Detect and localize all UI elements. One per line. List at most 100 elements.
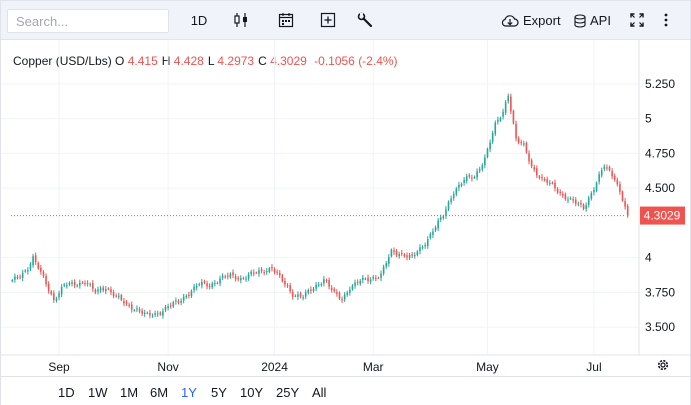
candle-body [546, 179, 549, 183]
candle-body [538, 176, 541, 179]
candle-body [497, 119, 499, 122]
fullscreen-icon[interactable] [630, 13, 644, 35]
candle-body [315, 284, 317, 289]
gear-icon[interactable] [656, 358, 670, 372]
candle-body [533, 167, 536, 170]
candle-body [613, 175, 616, 180]
candle-body [567, 199, 569, 201]
candle-body [364, 278, 367, 280]
candle-body [400, 253, 403, 255]
top-toolbar: 1D [1, 1, 690, 40]
candle-body [299, 293, 302, 297]
candle-body [582, 204, 585, 209]
time-tick-label: Nov [157, 360, 178, 374]
price-chart[interactable]: 5.250 5 4.750 4.500 4 3.750 3.500 Sep Nov 2024 Ma… [1, 40, 690, 376]
range-button-6m[interactable]: 6M [150, 385, 169, 400]
candle-body [375, 277, 377, 279]
candle-body [439, 217, 442, 220]
candle-body [421, 246, 424, 248]
candle-body [164, 306, 167, 311]
price-tick-label: 3.750 [645, 285, 675, 299]
candle-body [151, 315, 154, 317]
candle-body [37, 262, 40, 269]
candle-body [445, 209, 447, 216]
cloud-download-icon [501, 15, 519, 27]
price-tick-label: 4 [645, 251, 652, 265]
candle-body [577, 203, 580, 205]
candle-body [616, 179, 619, 185]
candle-body [606, 167, 608, 169]
candle-body [110, 289, 112, 293]
candle-body [216, 282, 219, 284]
search-input[interactable] [7, 9, 169, 33]
candle-body [294, 295, 297, 297]
candle-body [489, 142, 491, 150]
candle-body [32, 256, 34, 266]
candle-body [84, 283, 86, 285]
candle-body [276, 271, 278, 273]
candlestick-icon[interactable] [233, 12, 249, 34]
candle-body [593, 190, 595, 193]
candle-body [66, 285, 68, 287]
range-button-all[interactable]: All [312, 385, 327, 400]
candle-body [125, 302, 128, 304]
candle-body [71, 282, 73, 284]
price-tick-label: 4.750 [645, 146, 675, 160]
candle-body [60, 286, 63, 295]
candle-body [362, 277, 364, 280]
more-vertical-icon[interactable] [661, 13, 671, 35]
candle-body [55, 298, 58, 301]
candle-body [21, 272, 24, 279]
candle-body [104, 289, 107, 292]
candle-body [624, 201, 626, 207]
candle-body [525, 142, 528, 153]
candle-body [590, 193, 593, 199]
candle-body [53, 293, 55, 300]
candle-body [172, 302, 175, 307]
add-indicator-icon[interactable] [320, 12, 336, 34]
candle-body [193, 286, 195, 291]
candle-body [626, 205, 629, 216]
candle-body [107, 288, 110, 290]
candle-body [468, 175, 471, 177]
candle-body [97, 289, 99, 292]
candle-body [476, 171, 478, 178]
candle-body [14, 276, 16, 280]
range-button-10y[interactable]: 10Y [240, 385, 264, 400]
candle-body [86, 282, 89, 285]
candle-body [343, 294, 346, 300]
time-axis: Sep Nov 2024 Mar May Jul [48, 360, 601, 374]
range-button-5y[interactable]: 5Y [211, 385, 227, 400]
candle-body [416, 251, 419, 255]
range-button-1m[interactable]: 1M [120, 385, 139, 400]
candle-body [382, 266, 385, 274]
candle-body [252, 272, 255, 274]
interval-button[interactable]: 1D [190, 13, 208, 28]
legend-high-value: 4.428 [173, 54, 204, 68]
candle-body [424, 245, 426, 247]
range-button-1w[interactable]: 1W [88, 385, 108, 400]
candle-body [120, 295, 123, 301]
time-tick-label: Jul [586, 360, 601, 374]
candle-body [45, 275, 47, 285]
candle-body [452, 193, 455, 199]
export-button[interactable]: Export [501, 10, 561, 32]
candle-body [323, 279, 325, 284]
candle-body [239, 278, 242, 281]
candle-body [263, 272, 265, 274]
candle-body [403, 254, 406, 257]
candle-body [598, 174, 600, 182]
range-button-25y[interactable]: 25Y [276, 385, 300, 400]
candle-body [580, 203, 582, 205]
candle-body [377, 277, 380, 279]
wrench-icon[interactable] [357, 12, 373, 34]
api-button[interactable]: API [574, 10, 614, 32]
candle-body [541, 177, 543, 179]
candle-body [185, 295, 188, 298]
calendar-icon[interactable] [278, 12, 294, 34]
candle-body [42, 271, 45, 276]
range-button-1d[interactable]: 1D [58, 385, 75, 400]
candle-body [310, 289, 312, 291]
range-button-1y[interactable]: 1Y [181, 385, 197, 400]
